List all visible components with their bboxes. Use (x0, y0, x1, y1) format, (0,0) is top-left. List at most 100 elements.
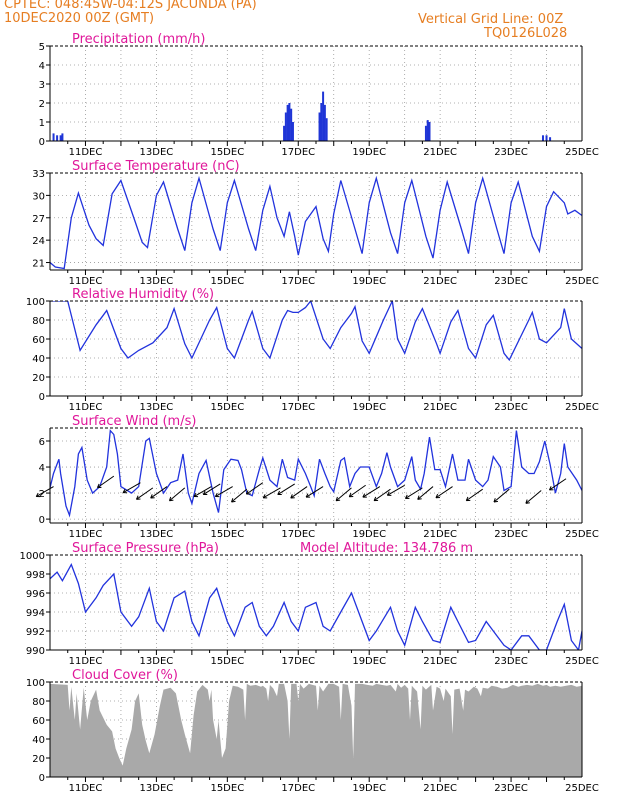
x-tick-label: 13DEC (140, 656, 174, 667)
wind-arrow-head (493, 498, 496, 503)
precip-bar (428, 122, 431, 141)
wind-arrow (35, 486, 54, 498)
wind-arrow-head (373, 496, 377, 501)
wind-arrow (465, 488, 483, 502)
precip-bar (291, 122, 294, 141)
wind-arrow-head (168, 496, 172, 501)
x-tick-label: 11DEC (69, 402, 103, 413)
precip-bar (320, 103, 323, 141)
wind-arrow (549, 478, 567, 491)
header-station: CPTEC: 048:45W-04:12S JACUNDA (PA) (4, 0, 257, 12)
wind-arrow-shaft (387, 484, 405, 496)
x-tick-label: 25DEC (565, 147, 599, 158)
wind-arrow-shaft (169, 487, 186, 502)
wind-arrow-head (417, 498, 422, 500)
wind-arrow-shaft (277, 483, 295, 495)
wind-arrow-shaft (122, 482, 141, 494)
cloud-area (50, 683, 582, 777)
wind-arrow-shaft (97, 475, 115, 489)
x-tick-label: 25DEC (565, 402, 599, 413)
y-tick-label: 4 (39, 463, 45, 474)
x-tick-label: 15DEC (210, 147, 244, 158)
x-tick-label: 17DEC (281, 656, 315, 667)
header-grid-note: Vertical Grid Line: 00Z (418, 12, 564, 27)
y-tick-label: 24 (32, 236, 45, 247)
x-tick-label: 21DEC (423, 147, 457, 158)
y-tick-label: 992 (26, 627, 45, 638)
header-date: 10DEC2020 00Z (GMT) (4, 11, 155, 26)
precip-bar (322, 91, 325, 141)
x-tick-label: 19DEC (352, 656, 386, 667)
wind-arrow-shaft (435, 486, 453, 499)
wind-arrow-head (305, 493, 309, 498)
wind-arrow-head (277, 490, 281, 495)
x-tick-label: 25DEC (565, 529, 599, 540)
precip-bar (545, 135, 548, 141)
y-tick-label: 21 (32, 259, 45, 270)
rh-line (50, 301, 582, 362)
x-tick-label: 11DEC (69, 147, 103, 158)
panel-title: Surface Pressure (hPa) (72, 541, 219, 556)
wind-arrow (97, 475, 115, 489)
wind-arrow-head (435, 493, 439, 498)
wind-arrow-head (525, 502, 530, 504)
panel-precip: 0 1 2 3 4 5 11DEC 13DEC 15DEC 17DEC 19DEC 21DEC 23DE… (39, 32, 599, 158)
panel-title: Precipitation (mm/h) (72, 32, 205, 47)
wind-arrow-head (245, 490, 249, 495)
panel-wind: 0 2 4 6 11DEC 13DEC 15DEC 17DEC 19DEC 21DEC 23DEC 2… (35, 414, 599, 540)
wind-arrow (373, 488, 391, 502)
wind-arrow-head (386, 491, 390, 496)
x-tick-label: 15DEC (210, 783, 244, 794)
x-tick-label: 15DEC (210, 656, 244, 667)
x-tick-label: 15DEC (210, 529, 244, 540)
wind-arrow-head (290, 494, 293, 499)
wind-arrow-head (417, 495, 420, 500)
wind-arrow-shaft (305, 486, 324, 498)
y-tick-label: 0 (39, 392, 45, 403)
wind-arrow (150, 486, 168, 499)
x-tick-label: 19DEC (352, 529, 386, 540)
x-tick-label: 17DEC (281, 147, 315, 158)
x-tick-label: 25DEC (565, 656, 599, 667)
header-model-id: TQ0126L028 (484, 26, 568, 41)
panel-title: Relative Humidity (%) (72, 287, 214, 302)
wind-arrow-head (549, 486, 552, 491)
x-tick-label: 11DEC (69, 656, 103, 667)
y-tick-label: 2 (39, 99, 45, 110)
wind-arrow-shaft (231, 488, 248, 503)
wind-arrow-head (335, 496, 338, 501)
wind-arrow (404, 487, 423, 499)
panel-cloud: 0 20 40 60 80 100 11DEC 13DEC 15DEC 17DEC 19DEC 21D… (26, 668, 599, 794)
y-tick-label: 60 (32, 716, 45, 727)
panel-rh: 0 20 40 60 80 100 11DEC 13DEC 15DEC 17DEC 19DEC 21D… (26, 287, 599, 413)
temp-line (50, 175, 582, 270)
wind-arrow-head (348, 492, 352, 497)
wind-arrow (348, 484, 366, 498)
precip-bar (424, 125, 427, 141)
wind-arrow-shaft (373, 488, 391, 502)
panel-temp: 21 24 27 30 33 11DEC 13DEC 15DEC 17DEC 19DEC 21DEC… (32, 159, 599, 287)
wind-arrow-shaft (466, 488, 483, 502)
wind-arrow-shaft (203, 483, 221, 495)
y-tick-label: 0 (39, 515, 45, 526)
precip-bar (549, 137, 552, 141)
precip-bar (61, 133, 64, 141)
x-tick-label: 13DEC (140, 529, 174, 540)
y-tick-label: 994 (26, 608, 45, 619)
wind-arrow (202, 483, 221, 496)
precip-bar (288, 103, 291, 141)
x-tick-label: 13DEC (140, 783, 174, 794)
y-tick-label: 80 (32, 697, 45, 708)
wind-arrow-shaft (549, 478, 567, 491)
y-tick-label: 1000 (20, 551, 45, 562)
x-tick-label: 13DEC (140, 402, 174, 413)
panel-title: Cloud Cover (%) (72, 668, 178, 683)
panel-subtitle: Model Altitude: 134.786 m (300, 541, 473, 556)
x-tick-label: 11DEC (69, 529, 103, 540)
precip-bar (56, 135, 59, 141)
wind-arrow-shaft (417, 486, 434, 500)
y-tick-label: 100 (26, 297, 45, 308)
x-tick-label: 23DEC (494, 783, 528, 794)
y-tick-label: 60 (32, 335, 45, 346)
x-tick-label: 17DEC (281, 402, 315, 413)
